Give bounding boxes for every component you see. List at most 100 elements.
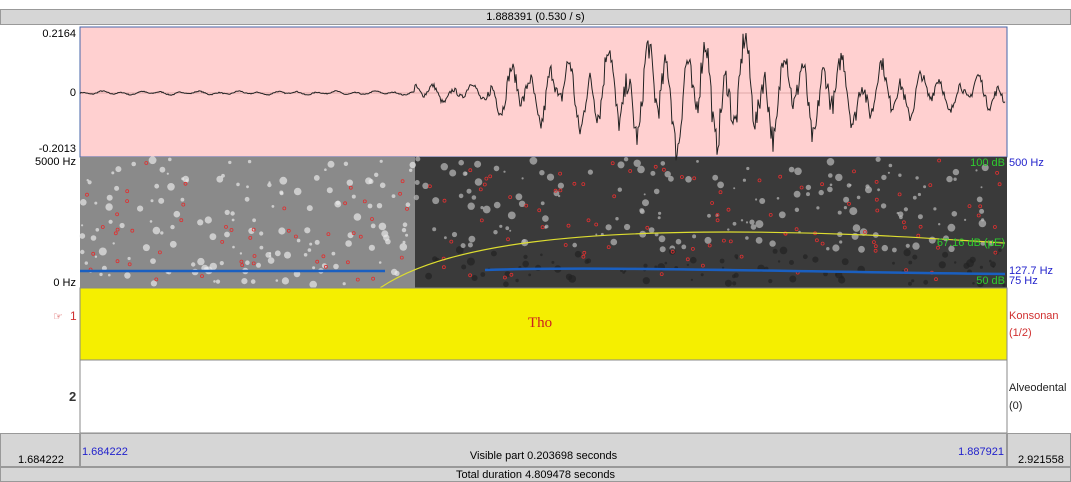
spectrogram-speck [789,260,794,265]
intensity-bottom: 50 dB [900,275,1005,287]
spectrogram-speck [232,246,235,249]
spectrogram-speck [403,241,406,244]
spectrogram-speck [938,223,940,225]
spectrogram-speck [923,185,926,188]
spectrogram-speck [248,160,251,163]
spectrogram-speck [422,183,428,189]
spectrogram-speck [889,164,893,168]
spectrogram-speck [509,230,511,232]
spectrogram-speck [224,232,230,238]
spectrogram-speck [611,239,618,246]
spectrogram-speck [725,280,732,287]
spectrogram-speck [722,267,724,269]
spectrogram-speck [150,258,156,264]
spectrogram-speck [908,261,912,265]
visible-end: 1.887921 [900,446,1004,458]
spectrogram-speck [469,236,476,243]
praat-editor: 1.888391 (0.530 / s) 0.2164 0 -0.2013 50… [0,0,1071,482]
spectrogram-speck [918,193,921,196]
spectrogram-speck [751,224,757,230]
spectrogram-speck [756,237,763,244]
spectrogram-speck [403,222,408,227]
spectrogram-speck [989,260,992,263]
tier-name: Alveodental [1009,382,1067,394]
spectrogram-speck [794,168,802,176]
spectrogram-speck [468,203,475,210]
spectrogram-speck [151,199,154,202]
spectrogram-speck [170,241,177,248]
spectrogram-speck [167,183,175,191]
spectrogram-speck [205,216,212,223]
spectrogram-speck [475,178,483,186]
spectrogram-speck [918,214,923,219]
spectrogram-speck [131,162,136,167]
tier-pointer: ☞ [53,310,63,323]
spectrogram-speck [113,242,115,244]
spectrogram-speck [992,266,994,268]
spectrogram-speck [979,209,984,214]
spectrogram-speck [503,171,505,173]
spectrogram-speck [777,197,780,200]
spectrogram-speck [216,176,223,183]
spectrogram-speck [167,173,169,175]
spectrogram-speck [241,278,247,284]
spectrogram-speck [572,243,577,248]
spectrogram-speck [374,173,378,177]
spectrogram-speck [210,263,217,270]
total-duration: Total duration 4.809478 seconds [0,469,1071,481]
tier-2[interactable] [80,360,1007,433]
spectrogram-speck [691,279,693,281]
spectrogram-speck [523,255,527,259]
spectrogram-speck [828,173,833,178]
interval-label[interactable]: Tho [528,315,552,332]
spectrogram-speck [278,227,285,234]
spectrogram-speck [260,246,264,250]
spectrogram-speck [228,161,231,164]
spectrogram-speck [746,167,749,170]
spectrogram-speck [888,172,890,174]
spectrogram-speck [858,246,865,253]
spectrogram-speck [458,160,464,166]
spectrogram-speck [705,237,712,244]
spectrogram-speck [369,179,374,184]
spectrogram-speck [284,252,291,259]
intensity-top: 100 dB [900,157,1005,169]
spectrogram-speck [91,235,97,241]
spectrogram-speck [981,218,984,221]
spectrogram-speck [819,190,824,195]
spectrogram-speck [168,158,172,162]
spectrogram-speck [778,260,780,262]
spectrogram-speck [236,183,240,187]
spectrogram-speck [768,279,772,283]
spectrogram-speck [685,176,692,183]
spectrogram-speck [297,239,301,243]
spectrogram-speck [328,161,335,168]
spectrogram-speck [275,250,281,256]
spectrogram-left[interactable] [80,157,415,288]
spectrogram-speck [508,212,516,220]
spectrogram-speck [522,177,524,179]
spectrogram-speck [624,224,630,230]
spectrogram-speck [245,260,250,265]
spectrogram-speck [857,196,861,200]
spectrogram-speck [461,265,466,270]
spectrogram-speck [81,224,83,226]
freq-top: 5000 Hz [0,156,76,168]
spectrogram-speck [137,206,143,212]
spectrogram-speck [213,280,216,283]
spectrogram-speck [830,184,833,187]
spectrogram-speck [170,225,174,229]
spectrogram-speck [410,162,416,168]
spectrogram-speck [461,243,466,248]
spectrogram-speck [380,160,383,163]
spectrogram-speck [745,236,749,240]
spectrogram-speck [315,240,320,245]
spectrogram-speck [225,210,230,215]
spectrogram-speck [654,189,660,195]
spectrogram-speck [79,233,85,239]
spectrogram-speck [687,264,689,266]
spectrogram-speck [309,281,317,289]
spectrogram-speck [94,202,97,205]
spectrogram-speck [268,257,275,264]
spectrogram-speck [839,240,842,243]
